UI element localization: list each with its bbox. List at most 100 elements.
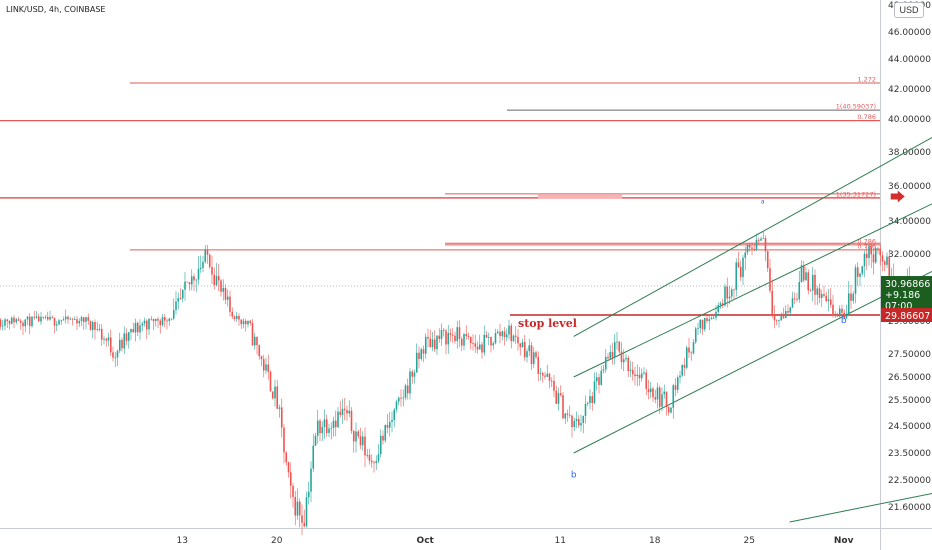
candle-body [337, 411, 339, 428]
candle-body [366, 454, 369, 456]
candle-body [472, 343, 474, 344]
candle-body [649, 388, 652, 393]
candle-body [555, 390, 558, 404]
candle-body [103, 338, 105, 340]
candle-body [424, 336, 427, 354]
candle-body [292, 485, 294, 497]
candle-body [202, 261, 204, 268]
candle-body [341, 408, 344, 416]
candle-body [631, 369, 634, 375]
candle-body [87, 317, 90, 321]
candle-body [253, 336, 256, 346]
candle-body [330, 428, 333, 429]
candle-body [683, 364, 686, 368]
candle-body [825, 295, 828, 302]
currency-button[interactable]: USD [894, 2, 924, 18]
candle-body [307, 491, 310, 498]
candle-body [314, 435, 317, 446]
candle-body [312, 445, 315, 469]
candle-body [172, 310, 175, 319]
candle-body [595, 377, 598, 382]
candle-body [125, 333, 128, 341]
candle-body [726, 286, 729, 299]
last-price-badge [881, 276, 932, 315]
candle-body [71, 318, 74, 320]
candle-body [303, 522, 306, 527]
candle-body [611, 352, 614, 358]
candle-body [384, 424, 387, 441]
fib-level-label: 0.786 [857, 242, 876, 250]
candle-body [699, 319, 702, 328]
price-tick-label: 34.00000 [888, 217, 931, 227]
candle-body [636, 374, 639, 377]
candle-body [395, 401, 398, 410]
candle-body [604, 356, 607, 370]
candle-body [850, 293, 852, 301]
candle-body [100, 328, 103, 340]
candle-body [519, 343, 522, 348]
candle-body [343, 408, 346, 411]
candle-body [145, 320, 148, 330]
candle-body [546, 373, 549, 377]
candle-body [742, 257, 744, 278]
candle-body [413, 372, 416, 377]
candle-body [796, 298, 798, 300]
candle-body [640, 373, 643, 379]
candle-body [148, 318, 150, 330]
candle-body [751, 247, 753, 249]
candle-body [283, 427, 285, 453]
candle-body [256, 336, 258, 346]
candle-body [465, 334, 468, 337]
candle-body [514, 335, 517, 337]
candle-body [600, 370, 603, 385]
candle-body [235, 316, 238, 319]
candle-body [562, 395, 564, 419]
candle-body [805, 272, 807, 281]
candle-body [550, 380, 553, 382]
candle-body [339, 411, 342, 416]
candle-body [607, 356, 609, 359]
candle-body [215, 276, 218, 285]
candle-body [467, 336, 470, 337]
candle-body [152, 319, 155, 322]
candle-body [163, 317, 166, 321]
candle-body [388, 421, 391, 428]
candle-body [566, 413, 569, 415]
candle-body [622, 359, 625, 363]
price-tick-label: 32.00000 [888, 250, 931, 260]
candle-body [19, 320, 22, 323]
candle-body [764, 237, 767, 252]
candle-body [46, 316, 49, 320]
channel-line [789, 492, 932, 523]
candle-body [244, 320, 247, 325]
candle-body [557, 393, 560, 404]
candle-body [305, 497, 308, 527]
candle-body [735, 262, 738, 290]
candle-body [688, 347, 690, 353]
candle-body [737, 262, 740, 268]
candle-body [485, 334, 488, 338]
candle-body [539, 373, 542, 374]
candle-body [476, 346, 479, 350]
candle-body [280, 407, 283, 428]
candle-body [769, 268, 771, 291]
candle-body [874, 248, 877, 263]
candle-body [242, 320, 245, 325]
candle-body [807, 272, 810, 291]
candle-body [868, 246, 870, 258]
candle-body [643, 372, 645, 374]
channel-line [573, 270, 932, 454]
candle-body [719, 303, 722, 306]
candle-body [748, 245, 751, 248]
fib-level-label: 1(40.59037) [836, 103, 876, 111]
candle-body [505, 334, 508, 338]
candle-body [762, 237, 765, 239]
candle-body [184, 281, 186, 290]
candle-body [728, 296, 731, 299]
candle-body [31, 316, 33, 327]
candle-body [429, 338, 432, 348]
candle-body [350, 410, 353, 431]
candle-body [886, 256, 888, 265]
candle-body [334, 420, 337, 428]
